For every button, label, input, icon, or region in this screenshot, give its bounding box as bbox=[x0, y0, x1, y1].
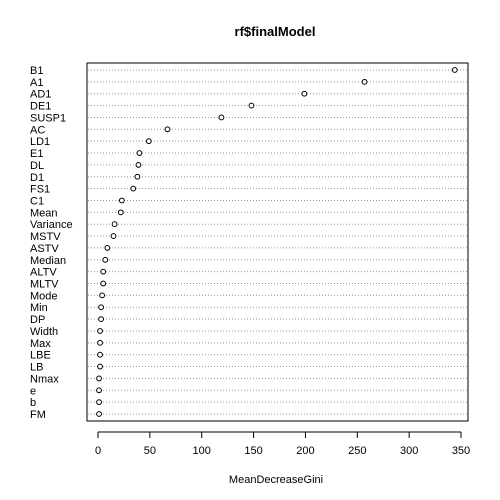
category-label: e bbox=[30, 385, 36, 397]
category-label: SUSP1 bbox=[30, 112, 66, 124]
category-label: LB bbox=[30, 362, 43, 374]
category-label: E1 bbox=[30, 148, 43, 160]
data-point bbox=[100, 268, 107, 275]
x-tick-label: 50 bbox=[144, 445, 156, 457]
x-tick-label: 300 bbox=[400, 445, 418, 457]
data-point bbox=[98, 304, 105, 311]
data-point bbox=[96, 387, 102, 394]
category-label: B1 bbox=[30, 65, 43, 77]
data-point bbox=[136, 150, 143, 156]
category-label: Width bbox=[30, 326, 58, 338]
category-label: D1 bbox=[30, 172, 44, 184]
data-point bbox=[248, 102, 255, 109]
category-label: AD1 bbox=[30, 89, 51, 101]
category-label: FM bbox=[30, 409, 46, 421]
category-label: Median bbox=[30, 255, 66, 267]
data-point bbox=[100, 280, 107, 287]
data-point bbox=[218, 114, 225, 121]
category-label: ASTV bbox=[30, 243, 59, 255]
x-tick-label: 100 bbox=[193, 445, 211, 457]
data-point bbox=[451, 67, 458, 73]
category-label: ALTV bbox=[30, 267, 57, 279]
data-point bbox=[99, 292, 106, 299]
data-points bbox=[96, 67, 458, 417]
data-point bbox=[102, 256, 109, 263]
category-label: LBE bbox=[30, 350, 51, 362]
data-point bbox=[361, 78, 368, 85]
category-label: FS1 bbox=[30, 184, 50, 196]
data-point bbox=[97, 328, 103, 334]
data-point bbox=[134, 173, 141, 180]
data-point bbox=[130, 185, 137, 192]
category-label: MLTV bbox=[30, 279, 59, 291]
data-point bbox=[96, 411, 102, 417]
data-point bbox=[164, 126, 171, 133]
x-tick-label: 200 bbox=[296, 445, 314, 457]
category-labels: B1A1AD1DE1SUSP1ACLD1E1DLD1FS1C1MeanVaria… bbox=[30, 65, 73, 421]
data-point bbox=[301, 90, 308, 97]
category-label: AC bbox=[30, 124, 45, 136]
category-label: A1 bbox=[30, 77, 43, 89]
category-label: DE1 bbox=[30, 101, 51, 113]
category-label: DP bbox=[30, 314, 45, 326]
category-label: MSTV bbox=[30, 231, 61, 243]
category-label: b bbox=[30, 397, 36, 409]
plot-box bbox=[86, 62, 469, 422]
x-tick-label: 0 bbox=[95, 445, 101, 457]
data-point bbox=[97, 363, 103, 370]
data-point bbox=[96, 399, 102, 406]
data-point bbox=[98, 316, 105, 323]
data-point bbox=[145, 138, 152, 145]
category-label: Max bbox=[30, 338, 51, 350]
data-point bbox=[135, 161, 142, 168]
category-label: LD1 bbox=[30, 136, 50, 148]
x-axis: 0 50 100 150 200 250 300 350 bbox=[95, 431, 470, 457]
data-point bbox=[104, 245, 111, 251]
chart-title: rf$finalModel bbox=[235, 24, 316, 39]
data-point bbox=[118, 197, 125, 204]
category-label: Mean bbox=[30, 207, 58, 219]
data-point bbox=[117, 209, 124, 216]
x-tick-label: 150 bbox=[244, 445, 262, 457]
category-label: Min bbox=[30, 302, 48, 314]
category-label: C1 bbox=[30, 195, 44, 207]
data-point bbox=[97, 339, 103, 346]
data-point bbox=[96, 375, 102, 382]
category-label: DL bbox=[30, 160, 44, 172]
category-label: Mode bbox=[30, 290, 58, 302]
data-point bbox=[110, 233, 117, 239]
data-point bbox=[97, 351, 103, 358]
category-label: Nmax bbox=[30, 373, 59, 385]
data-point bbox=[111, 221, 118, 228]
x-axis-label: MeanDecreaseGini bbox=[229, 474, 323, 486]
x-tick-label: 250 bbox=[348, 445, 366, 457]
category-label: Variance bbox=[30, 219, 73, 231]
x-tick-label: 350 bbox=[452, 445, 470, 457]
gridlines bbox=[88, 69, 467, 415]
